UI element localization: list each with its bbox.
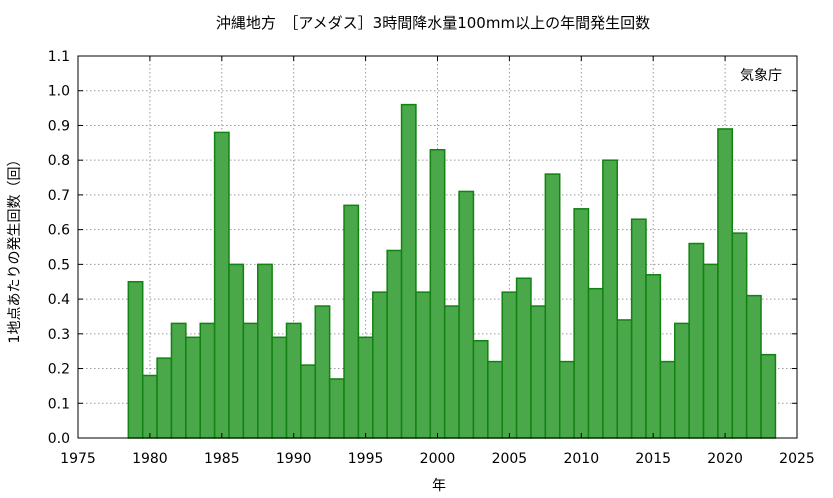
y-tick-label: 0.1	[48, 396, 70, 412]
bar-1979	[127, 280, 144, 439]
y-tick-label: 0.2	[48, 362, 70, 378]
y-tick-label: 0.3	[48, 327, 70, 343]
bar-2007	[530, 305, 547, 439]
y-tick-label: 0.9	[48, 118, 70, 134]
x-tick-label: 2010	[563, 451, 599, 467]
bar-2013	[616, 319, 633, 439]
bar-2020	[717, 128, 734, 439]
bar-1986	[228, 263, 245, 439]
axis-ticks	[77, 55, 798, 439]
chart-title: 沖縄地方 ［アメダス］3時間降水量100mm以上の年間発生回数	[216, 14, 650, 32]
bar-2016	[659, 360, 676, 439]
credit-label: 気象庁	[740, 68, 782, 84]
y-tick-label: 0.6	[48, 223, 70, 239]
bar-1993	[328, 378, 345, 439]
bar-2022	[745, 294, 762, 439]
bar-2018	[688, 242, 705, 439]
bar-2001	[443, 305, 460, 439]
bar-2014	[630, 218, 647, 439]
bar-2019	[702, 263, 719, 439]
bar-1982	[170, 322, 187, 439]
bar-1983	[185, 336, 201, 439]
x-tick-label: 1980	[132, 451, 168, 467]
bar-2005	[501, 291, 518, 439]
y-tick-label: 1.1	[48, 49, 70, 65]
bar-1995	[357, 336, 374, 439]
bar-1999	[415, 291, 432, 439]
bar-1984	[199, 322, 216, 439]
x-tick-labels: 1975 1980 1985 1990 1995 2000 2005 2010 2015 2020…	[60, 451, 815, 467]
y-tick-label: 0.5	[48, 257, 70, 273]
bar-2012	[602, 159, 618, 439]
bar-2021	[731, 232, 748, 439]
y-tick-label: 0.8	[48, 153, 70, 169]
bar-2000	[429, 149, 446, 439]
x-tick-label: 1990	[276, 451, 312, 467]
bar-1985	[213, 131, 230, 439]
bar-1997	[386, 249, 403, 439]
bar-1989	[271, 336, 288, 439]
x-tick-label: 1975	[60, 451, 96, 467]
bar-2015	[645, 274, 662, 439]
bar-1994	[343, 204, 360, 439]
x-tick-label: 1985	[204, 451, 240, 467]
bar-1991	[300, 364, 317, 439]
x-axis-label: 年	[432, 478, 446, 494]
bar-1998	[400, 103, 417, 439]
bar-1992	[314, 305, 331, 439]
bar-2023	[760, 353, 777, 439]
bar-1988	[257, 263, 273, 439]
x-tick-label: 2020	[707, 451, 743, 467]
bar-2006	[515, 277, 532, 439]
bar-2011	[587, 287, 604, 439]
y-tick-label: 1.0	[48, 84, 70, 100]
x-tick-label: 1995	[348, 451, 384, 467]
y-tick-label: 0.4	[48, 292, 70, 308]
bar-1996	[372, 291, 388, 439]
bar-2003	[472, 340, 489, 439]
y-tick-label: 0.7	[48, 188, 70, 204]
y-tick-label: 0.0	[48, 431, 70, 447]
x-tick-label: 2005	[492, 451, 528, 467]
x-tick-label: 2000	[420, 451, 456, 467]
bar-2009	[558, 360, 575, 439]
bar-1980	[141, 374, 158, 439]
bar-1981	[156, 357, 173, 439]
x-tick-label: 2025	[779, 451, 815, 467]
bar-2004	[487, 360, 503, 439]
bar-2008	[544, 173, 561, 439]
x-tick-label: 2015	[635, 451, 671, 467]
y-axis-label: 1地点あたりの発生回数（回）	[7, 153, 23, 344]
y-tick-labels: 0.0 0.1 0.2 0.3 0.4 0.5 0.6 0.7 0.8 0.9 1.0 1.1	[48, 49, 70, 447]
bar-1990	[285, 322, 302, 439]
bar-2017	[674, 322, 690, 439]
bars	[127, 103, 777, 439]
bar-1987	[242, 322, 259, 439]
bar-2002	[458, 190, 475, 439]
bar-2010	[573, 208, 590, 439]
